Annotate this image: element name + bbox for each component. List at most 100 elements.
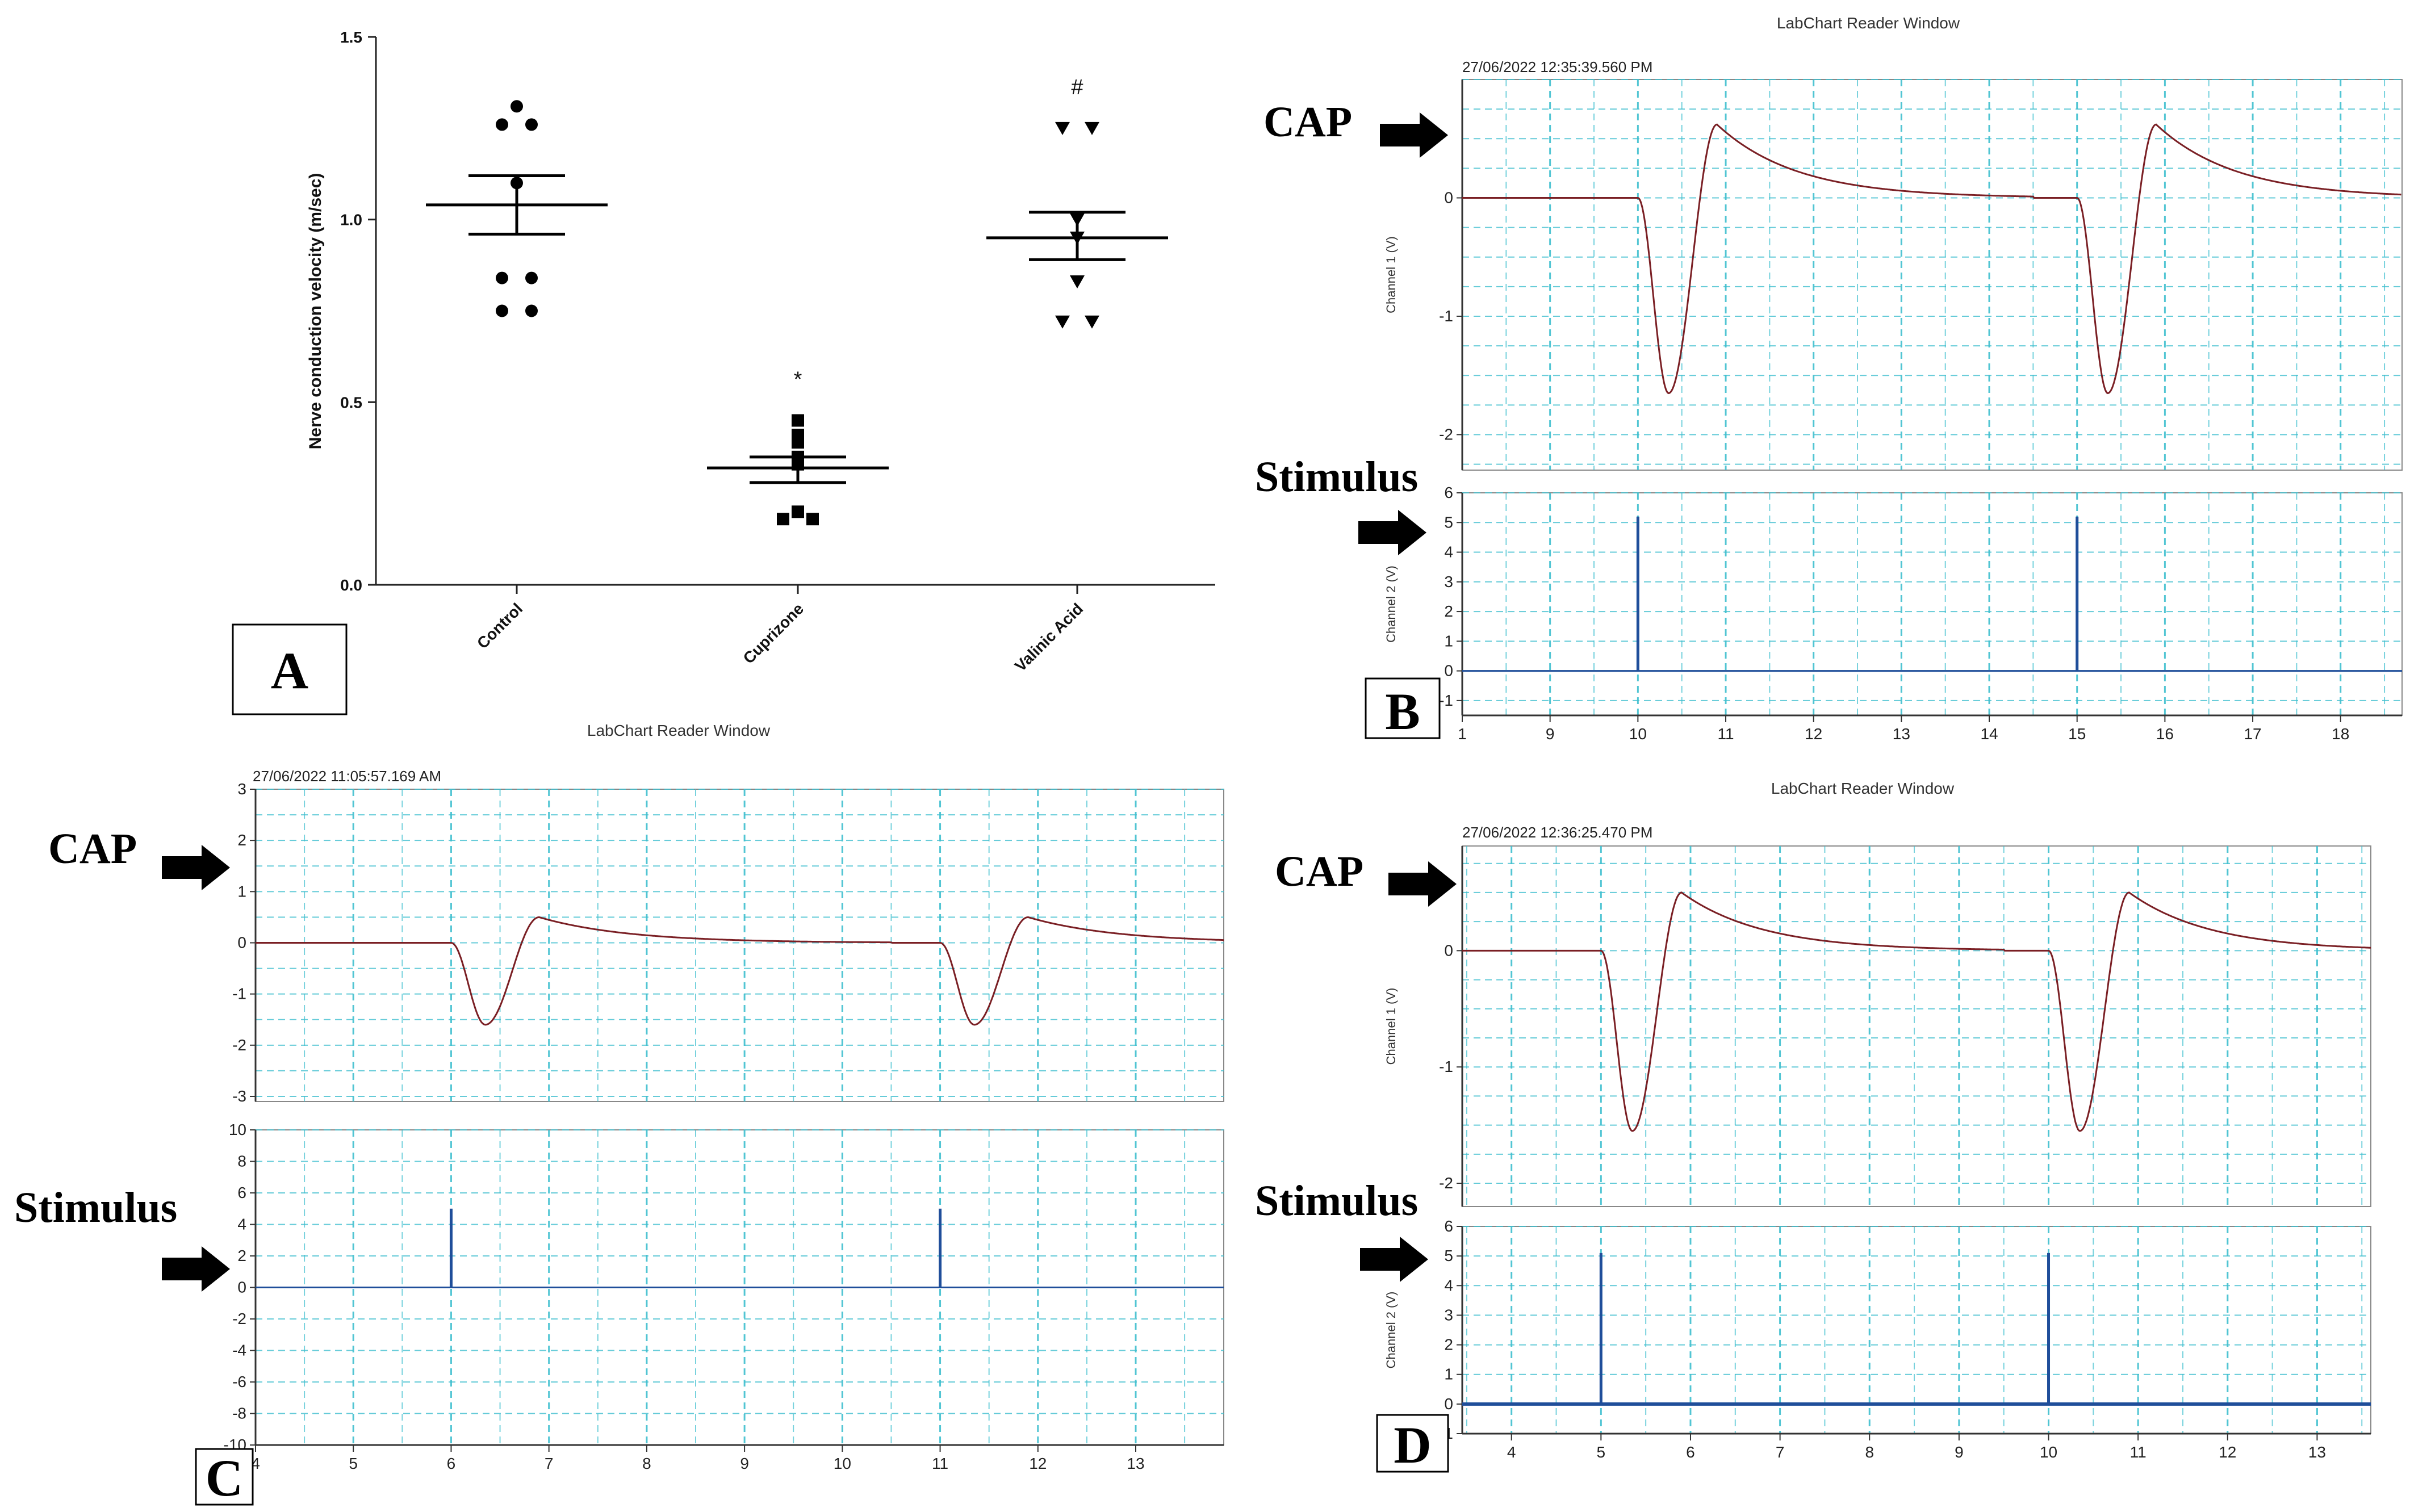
panel-label: A xyxy=(271,642,308,700)
data-point xyxy=(806,513,819,526)
data-point xyxy=(792,458,804,471)
significance-marker: # xyxy=(1071,76,1083,99)
timestamp: 27/06/2022 12:35:39.560 PM xyxy=(1462,58,1652,76)
y-tick-label: 0 xyxy=(237,933,246,951)
y-tick-label: -6 xyxy=(232,1373,246,1390)
data-point xyxy=(1070,231,1085,245)
data-point xyxy=(792,505,804,518)
y-tick-label: 0 xyxy=(1444,1395,1453,1413)
channel-label: Channel 1 (V) xyxy=(1384,988,1398,1065)
data-point xyxy=(525,271,538,284)
data-point xyxy=(496,304,508,317)
y-tick-label: 1 xyxy=(237,882,246,900)
plot-frame xyxy=(1462,1226,2371,1434)
panel-label: D xyxy=(1394,1416,1431,1474)
window-title: LabChart Reader Window xyxy=(587,722,771,739)
x-tick-label: 5 xyxy=(1597,1443,1606,1461)
x-tick-label: 13 xyxy=(2308,1443,2326,1461)
x-tick-label: 18 xyxy=(2332,725,2349,743)
data-point xyxy=(1085,315,1099,329)
y-tick-label: 1 xyxy=(1444,1366,1453,1383)
x-tick-label: 6 xyxy=(1686,1443,1695,1461)
x-tick-label: 1 xyxy=(1458,725,1467,743)
y-tick-label: 5 xyxy=(1444,513,1453,531)
x-tick-label: Valinic Acid xyxy=(1011,600,1086,675)
y-tick-label: 6 xyxy=(237,1184,246,1201)
y-tick-label: 8 xyxy=(237,1153,246,1170)
y-tick-label: 10 xyxy=(229,1121,246,1138)
y-tick-label: 2 xyxy=(237,1247,246,1264)
cap-label: CAP xyxy=(48,825,137,873)
x-tick-label: 12 xyxy=(1029,1455,1047,1472)
cap-trace xyxy=(1462,123,2401,395)
y-tick-label: 2 xyxy=(237,831,246,849)
x-tick-label: 14 xyxy=(1980,725,1998,743)
data-point xyxy=(1070,275,1085,289)
x-tick-label: 7 xyxy=(545,1455,554,1472)
y-tick-label: 0 xyxy=(1444,662,1453,680)
x-tick-label: Control xyxy=(474,600,526,652)
timestamp: 27/06/2022 11:05:57.169 AM xyxy=(253,768,441,785)
x-tick-label: 7 xyxy=(1776,1443,1785,1461)
y-tick-label: -2 xyxy=(1439,425,1453,443)
x-tick-label: 11 xyxy=(932,1455,948,1472)
x-tick-label: 9 xyxy=(1955,1443,1964,1461)
timestamp: 27/06/2022 12:36:25.470 PM xyxy=(1462,824,1652,841)
panel-label-box xyxy=(232,623,348,715)
x-tick-label: 10 xyxy=(2040,1443,2057,1461)
x-tick-label: 9 xyxy=(1546,725,1555,743)
y-tick-label: -1 xyxy=(1439,692,1453,709)
panel-label-box xyxy=(1365,677,1441,739)
x-tick-label: 12 xyxy=(2219,1443,2236,1461)
y-tick-label: 1 xyxy=(1444,632,1453,650)
x-tick-label: 13 xyxy=(1893,725,1910,743)
data-point xyxy=(1085,122,1099,135)
y-tick-label: 2 xyxy=(1444,1336,1453,1354)
x-tick-label: 10 xyxy=(834,1455,851,1472)
x-tick-label: 8 xyxy=(1865,1443,1874,1461)
panel-label: C xyxy=(206,1449,243,1507)
stimulus-arrow xyxy=(1360,1237,1428,1282)
panel-b-labchart-recording: LabChart Reader Window 27/06/2022 12:35:3… xyxy=(1255,14,2403,743)
x-tick-label: Cuprizone xyxy=(740,600,807,667)
y-tick-label: -1 xyxy=(1439,1058,1453,1075)
channel-label: Channel 2 (V) xyxy=(1384,1292,1398,1369)
y-tick-label: 0 xyxy=(1444,189,1453,206)
y-tick-label: 5 xyxy=(1444,1247,1453,1264)
data-point xyxy=(511,177,523,190)
x-tick-label: 11 xyxy=(1717,725,1734,743)
y-axis-label: Nerve conduction velocity (m/sec) xyxy=(306,173,325,450)
data-point xyxy=(496,271,508,284)
y-tick-label: 0.5 xyxy=(340,393,362,411)
stimulus-arrow xyxy=(1358,510,1426,555)
x-tick-label: 4 xyxy=(1507,1443,1516,1461)
y-tick-label: -2 xyxy=(232,1310,246,1327)
y-tick-label: 3 xyxy=(1444,573,1453,590)
y-tick-label: 4 xyxy=(1444,1276,1453,1294)
cap-label: CAP xyxy=(1275,848,1363,895)
y-tick-label: -8 xyxy=(232,1405,246,1422)
y-tick-label: 4 xyxy=(237,1216,246,1233)
y-tick-label: 3 xyxy=(237,780,246,798)
y-tick-label: 0 xyxy=(1444,941,1453,959)
x-tick-label: 17 xyxy=(2244,725,2261,743)
x-tick-label: 13 xyxy=(1127,1455,1144,1472)
data-point xyxy=(1055,122,1070,135)
y-tick-label: 1.5 xyxy=(340,28,362,46)
cap-arrow xyxy=(1388,861,1457,907)
y-tick-label: 3 xyxy=(1444,1306,1453,1323)
stimulus-label: Stimulus xyxy=(14,1184,177,1232)
x-tick-label: 10 xyxy=(1629,725,1647,743)
data-point xyxy=(1055,315,1070,329)
data-point xyxy=(1070,213,1085,227)
x-tick-label: 9 xyxy=(740,1455,749,1472)
cap-arrow xyxy=(1380,112,1448,158)
stimulus-label: Stimulus xyxy=(1255,453,1418,501)
x-tick-label: 11 xyxy=(2130,1443,2147,1461)
cap-trace xyxy=(1462,891,2371,1132)
data-point xyxy=(496,118,508,131)
y-tick-label: -4 xyxy=(232,1342,246,1359)
data-point xyxy=(511,100,523,113)
channel-label: Channel 1 (V) xyxy=(1384,236,1398,313)
